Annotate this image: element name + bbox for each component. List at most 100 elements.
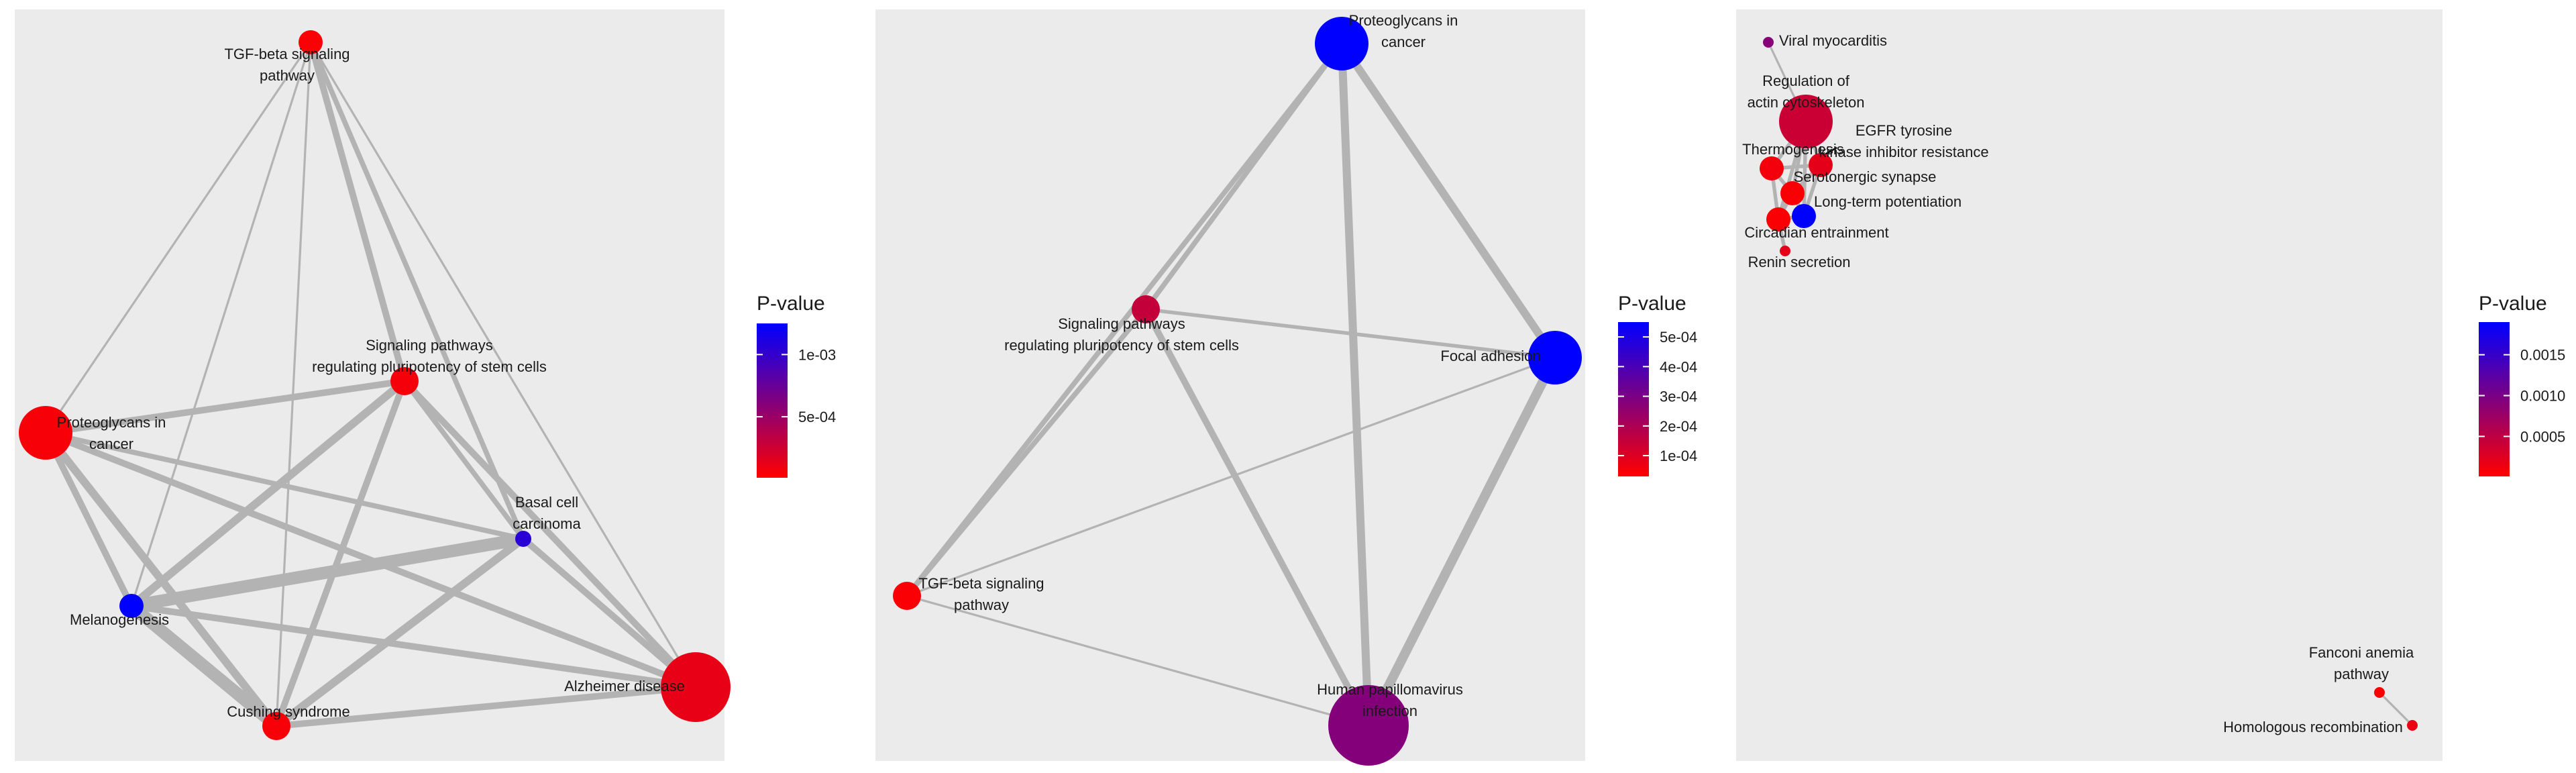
panel-2-legend: P-value 5e-04 4e-04 3e-04 2e-04 1e-04 <box>1618 293 1697 476</box>
node-label-line: Melanogenesis <box>70 611 169 628</box>
legend-title: P-value <box>2479 293 2547 315</box>
node-label-line: EGFR tyrosine <box>1856 122 1952 139</box>
node-label-cus: Cushing syndrome <box>227 703 350 720</box>
node-label-spr: Signaling pathways regulating pluripotenc… <box>1004 315 1239 354</box>
edge-tgf-mel <box>130 42 312 607</box>
node-hpv <box>1328 685 1409 766</box>
node-the <box>1760 156 1784 181</box>
legend-colorbar <box>2479 322 2510 476</box>
node-spr <box>390 367 419 395</box>
edge-tgf-cus <box>275 42 312 727</box>
edge-mel-cus <box>127 601 280 731</box>
edge-tgf-pro <box>44 42 312 433</box>
node-label-pro: Proteoglycans in cancer <box>57 414 166 452</box>
panel-2-labels: Proteoglycans in cancer Signaling pathways… <box>918 12 1540 719</box>
node-label-line: actin cytoskeleton <box>1748 94 1865 111</box>
node-label-line: TGF-beta signaling <box>918 575 1044 592</box>
panel-3-nodes <box>1760 37 2418 731</box>
node-label-line: Serotonergic synapse <box>1794 168 1937 185</box>
node-label-line: kinase inhibitor resistance <box>1819 144 1988 160</box>
node-ser <box>1780 181 1805 205</box>
node-spr <box>1132 295 1160 323</box>
node-label-line: Human papillomavirus <box>1317 681 1463 698</box>
edge-tgf-alz <box>309 42 697 688</box>
panel-2-edges <box>905 41 1560 728</box>
node-pro <box>19 406 72 460</box>
panel-3-background <box>1736 9 2443 761</box>
panel-2-background <box>875 9 1585 761</box>
legend-tick-label: 5e-04 <box>798 409 836 425</box>
node-label-line: carcinoma <box>513 515 581 532</box>
legend-tick-label: 0.0015 <box>2520 347 2565 364</box>
node-label-line: TGF-beta signaling <box>224 46 350 62</box>
legend-tick-label: 1e-03 <box>798 346 836 363</box>
network-panel-1: TGF-beta signaling pathway Signaling pathw… <box>15 9 836 761</box>
node-tgf <box>893 582 921 610</box>
node-label-line: infection <box>1362 703 1417 719</box>
node-label-vir: Viral myocarditis <box>1779 32 1887 49</box>
node-mel <box>119 594 144 618</box>
node-act <box>1779 95 1833 148</box>
node-cir <box>1766 207 1790 231</box>
edge-spr-bcc <box>402 379 526 541</box>
node-label-foc: Focal adhesion <box>1440 348 1540 364</box>
legend-tick-label: 1e-04 <box>1660 448 1697 464</box>
node-label-line: regulating pluripotency of stem cells <box>1004 337 1239 354</box>
node-label-ltp: Long-term potentiation <box>1814 193 1962 210</box>
edge-mel-alz <box>131 603 696 690</box>
node-label-line: Alzheimer disease <box>564 678 685 694</box>
edge-tgf-spr <box>307 41 408 382</box>
node-label-line: pathway <box>260 67 315 84</box>
node-label-the: Thermogenesis <box>1742 141 1844 158</box>
node-label-hom: Homologous recombination <box>2223 719 2403 735</box>
legend-tick-label: 4e-04 <box>1660 358 1697 375</box>
node-label-line: Signaling pathways <box>1058 315 1185 332</box>
network-panel-3: Viral myocarditis Regulation of actin cyto… <box>1736 9 2565 761</box>
node-label-act: Regulation of actin cytoskeleton <box>1748 72 1865 111</box>
edge-pro-mel <box>42 431 135 608</box>
legend-title: P-value <box>1618 293 1686 315</box>
node-ltp <box>1792 204 1816 228</box>
node-label-hpv: Human papillomavirus infection <box>1317 681 1463 719</box>
node-label-line: Long-term potentiation <box>1814 193 1962 210</box>
legend-title: P-value <box>757 293 825 315</box>
panel-2-nodes <box>893 17 1582 766</box>
edge-spr-tgf <box>905 307 1148 598</box>
legend-tick-label: 2e-04 <box>1660 418 1697 435</box>
node-label-alz: Alzheimer disease <box>564 678 685 694</box>
edge-pro-foc <box>1338 41 1558 360</box>
node-label-ren: Renin secretion <box>1748 254 1851 270</box>
node-label-line: Proteoglycans in <box>57 414 166 431</box>
node-label-tgf: TGF-beta signaling pathway <box>224 46 350 84</box>
network-panel-2: Proteoglycans in cancer Signaling pathways… <box>875 9 1697 766</box>
node-label-line: Thermogenesis <box>1742 141 1844 158</box>
node-label-mel: Melanogenesis <box>70 611 169 628</box>
node-label-pro: Proteoglycans in cancer <box>1349 12 1458 50</box>
panel-1-labels: TGF-beta signaling pathway Signaling pathw… <box>57 46 685 720</box>
edge-mel-bcc <box>130 532 525 613</box>
node-cus <box>262 712 290 740</box>
node-label-spr: Signaling pathways regulating pluripotenc… <box>312 337 547 375</box>
node-vir <box>1763 37 1774 48</box>
legend-colorbar <box>1618 322 1649 476</box>
node-label-line: Cushing syndrome <box>227 703 350 720</box>
legend-tick-label: 0.0005 <box>2520 428 2565 445</box>
edge-fan-hom <box>2378 691 2414 727</box>
node-tgf <box>299 30 323 54</box>
node-ren <box>1780 246 1790 256</box>
panel-1-edges <box>42 41 698 731</box>
node-label-bcc: Basal cell carcinoma <box>513 494 581 532</box>
panel-1-nodes <box>19 30 731 740</box>
node-label-line: regulating pluripotency of stem cells <box>312 358 547 375</box>
edge-pro-hpv <box>1338 43 1373 726</box>
edge-spr-mel <box>129 378 407 609</box>
node-label-line: pathway <box>954 597 1009 613</box>
edge-foc-hpv <box>1364 355 1560 728</box>
panel-1-legend: P-value 1e-03 5e-04 <box>757 293 836 478</box>
panel-3-legend: P-value 0.0015 0.0010 0.0005 <box>2479 293 2565 476</box>
node-label-line: Proteoglycans in <box>1349 12 1458 29</box>
edge-pro-bcc <box>45 430 524 542</box>
edge-bcc-cus <box>274 535 526 729</box>
edge-pro-tgf <box>905 42 1344 598</box>
node-label-line: Renin secretion <box>1748 254 1851 270</box>
